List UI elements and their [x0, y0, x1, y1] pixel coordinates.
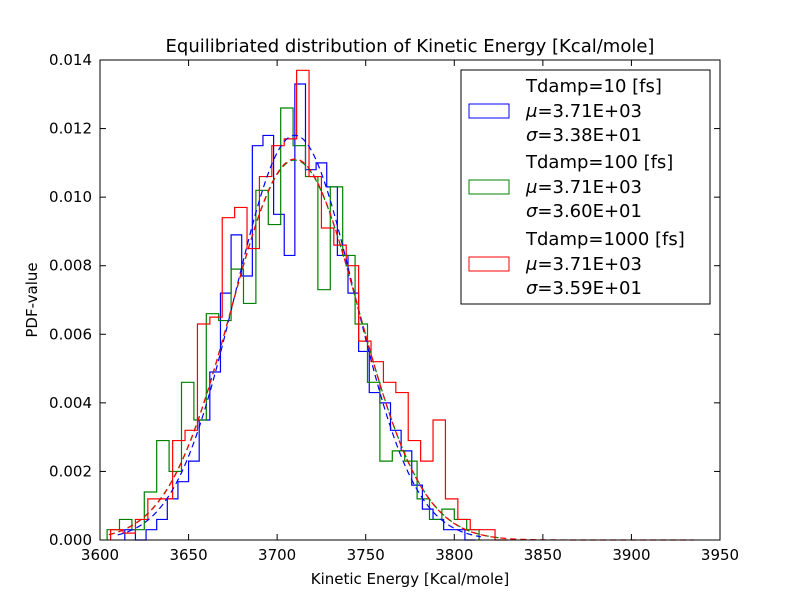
legend-mu-2: μ=3.71E+03 — [525, 177, 642, 198]
legend-entry-2: Tdamp=100 [fs] μ=3.71E+03 σ=3.60E+01 — [468, 152, 673, 222]
x-tick-label-4: 3800 — [435, 546, 473, 564]
y-tick-label-0: 0.000 — [49, 531, 92, 549]
legend-swatch-3 — [468, 256, 510, 272]
y-tick-label-1: 0.002 — [49, 462, 92, 480]
legend-sigma-2: σ=3.60E+01 — [526, 201, 642, 222]
axis-ticks: 3600 3650 3700 3750 3800 3850 3900 3950 0.000 0.0… — [49, 51, 739, 564]
legend: Tdamp=10 [fs] μ=3.71E+03 σ=3.38E+01 Tdam… — [460, 69, 711, 305]
x-tick-label-5: 3850 — [524, 546, 562, 564]
legend-sigma-value-1: =3.38E+01 — [537, 125, 642, 146]
sigma-symbol: σ — [526, 125, 538, 146]
legend-mu-value-2: =3.71E+03 — [537, 177, 642, 198]
legend-mu-value-1: =3.71E+03 — [537, 101, 642, 122]
fit-curve-series-1 — [117, 134, 481, 538]
series-layer — [106, 69, 508, 541]
y-tick-label-4: 0.008 — [49, 257, 92, 275]
mu-symbol: μ — [525, 254, 537, 275]
legend-frame — [460, 69, 711, 305]
legend-sigma-value-2: =3.60E+01 — [537, 201, 642, 222]
legend-swatch-1 — [468, 103, 510, 119]
legend-mu-value-3: =3.71E+03 — [537, 254, 642, 275]
legend-entry-3: Tdamp=1000 [fs] μ=3.71E+03 σ=3.59E+01 — [468, 229, 685, 299]
x-tick-label-3: 3750 — [347, 546, 385, 564]
legend-series-name-2: Tdamp=100 [fs] — [525, 152, 673, 173]
histogram-series-3 — [110, 69, 508, 541]
legend-series-name-1: Tdamp=10 [fs] — [525, 76, 662, 97]
legend-sigma-3: σ=3.59E+01 — [526, 278, 642, 299]
x-tick-label-0: 3600 — [81, 546, 119, 564]
plot-frame — [99, 59, 721, 541]
y-tick-label-7: 0.014 — [49, 51, 92, 69]
x-tick-label-2: 3700 — [258, 546, 296, 564]
legend-sigma-value-3: =3.59E+01 — [537, 278, 642, 299]
chart-title: Equilibriated distribution of Kinetic En… — [166, 36, 655, 57]
legend-mu-1: μ=3.71E+03 — [525, 101, 642, 122]
y-tick-label-5: 0.010 — [49, 188, 92, 206]
x-tick-label-7: 3950 — [701, 546, 739, 564]
legend-series-name-3: Tdamp=1000 [fs] — [525, 229, 685, 250]
mu-symbol: μ — [525, 101, 537, 122]
x-tick-label-6: 3900 — [612, 546, 650, 564]
mu-symbol: μ — [525, 177, 537, 198]
y-tick-label-2: 0.004 — [49, 394, 92, 412]
histogram-series-2 — [106, 107, 480, 540]
x-tick-label-1: 3650 — [169, 546, 207, 564]
y-tick-label-6: 0.012 — [49, 120, 92, 138]
legend-sigma-1: σ=3.38E+01 — [526, 125, 642, 146]
sigma-symbol: σ — [526, 278, 538, 299]
y-tick-label-3: 0.006 — [49, 325, 92, 343]
sigma-symbol: σ — [526, 201, 538, 222]
legend-swatch-2 — [468, 179, 510, 195]
y-axis-title: PDF-value — [23, 262, 41, 337]
histogram-series-1 — [124, 83, 476, 541]
legend-entry-1: Tdamp=10 [fs] μ=3.71E+03 σ=3.38E+01 — [468, 76, 662, 146]
x-axis-title: Kinetic Energy [Kcal/mole] — [311, 570, 509, 588]
legend-mu-3: μ=3.71E+03 — [525, 254, 642, 275]
